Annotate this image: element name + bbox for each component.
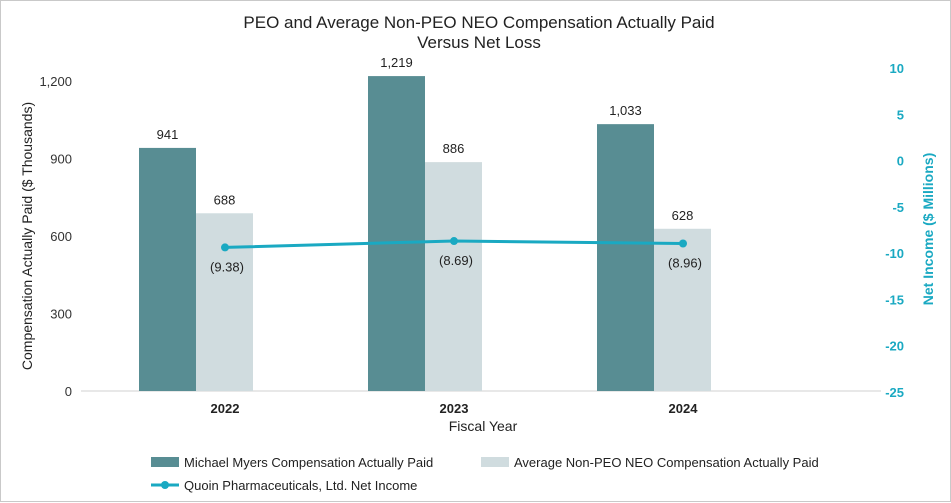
bar-data-label: 628	[672, 208, 694, 223]
bar-data-label: 1,219	[380, 55, 413, 70]
legend-label-net-income: Quoin Pharmaceuticals, Ltd. Net Income	[184, 478, 417, 493]
bar-data-label: 941	[157, 127, 179, 142]
legend-marker-net-income	[161, 481, 169, 489]
bar-peo-2022	[139, 147, 196, 391]
bar-peo-2023	[368, 76, 425, 391]
bar-series: 941 1,219 1,033 688 886 628	[139, 55, 711, 392]
y2-axis-label: Net Income ($ Millions)	[920, 153, 936, 305]
bar-data-label: 886	[443, 141, 465, 156]
y-axis-ticks: 0 300 600 900 1,200	[39, 74, 72, 399]
bar-data-label: 688	[214, 192, 236, 207]
y-axis-label: Compensation Actually Paid ($ Thousands)	[19, 102, 35, 370]
y2-tick-label: -5	[892, 200, 904, 215]
legend-swatch-non-peo	[481, 457, 509, 467]
net-income-point-2023	[450, 237, 458, 246]
line-data-label: (8.96)	[668, 256, 702, 271]
legend-label-peo: Michael Myers Compensation Actually Paid	[184, 455, 433, 470]
y-tick-label: 1,200	[39, 74, 72, 89]
y-tick-label: 300	[50, 307, 72, 322]
x-axis-ticks: 2022 2023 2024	[211, 401, 699, 416]
bar-non-peo-2024	[654, 228, 711, 391]
y2-tick-label: 0	[897, 154, 904, 169]
bar-non-peo-2023	[425, 162, 482, 391]
legend-label-non-peo: Average Non-PEO NEO Compensation Actuall…	[514, 455, 819, 470]
x-axis-label: Fiscal Year	[449, 418, 518, 434]
line-data-label: (9.38)	[210, 259, 244, 274]
y2-tick-label: -25	[885, 385, 904, 400]
y-tick-label: 900	[50, 152, 72, 167]
chart-title-line-2: Versus Net Loss	[417, 33, 541, 52]
x-tick-label: 2022	[211, 401, 240, 416]
y-tick-label: 0	[65, 384, 72, 399]
y2-axis-ticks: -25 -20 -15 -10 -5 0 5 10	[885, 61, 904, 400]
legend: Michael Myers Compensation Actually Paid…	[151, 455, 819, 493]
x-tick-label: 2023	[440, 401, 469, 416]
line-data-label: (8.69)	[439, 253, 473, 268]
x-tick-label: 2024	[669, 401, 699, 416]
y-tick-label: 600	[50, 229, 72, 244]
bar-peo-2024	[597, 124, 654, 392]
y2-tick-label: -20	[885, 339, 904, 354]
bar-non-peo-2022	[196, 213, 253, 391]
line-series: (9.38) (8.69) (8.96)	[210, 237, 702, 274]
y2-tick-label: -15	[885, 292, 904, 307]
net-income-point-2024	[679, 239, 687, 248]
y2-tick-label: -10	[885, 246, 904, 261]
chart-title-line-1: PEO and Average Non-PEO NEO Compensation…	[243, 13, 714, 32]
bar-data-label: 1,033	[609, 103, 642, 118]
y2-tick-label: 10	[890, 61, 904, 76]
y2-tick-label: 5	[897, 107, 904, 122]
legend-swatch-peo	[151, 457, 179, 467]
net-income-point-2022	[221, 243, 229, 252]
